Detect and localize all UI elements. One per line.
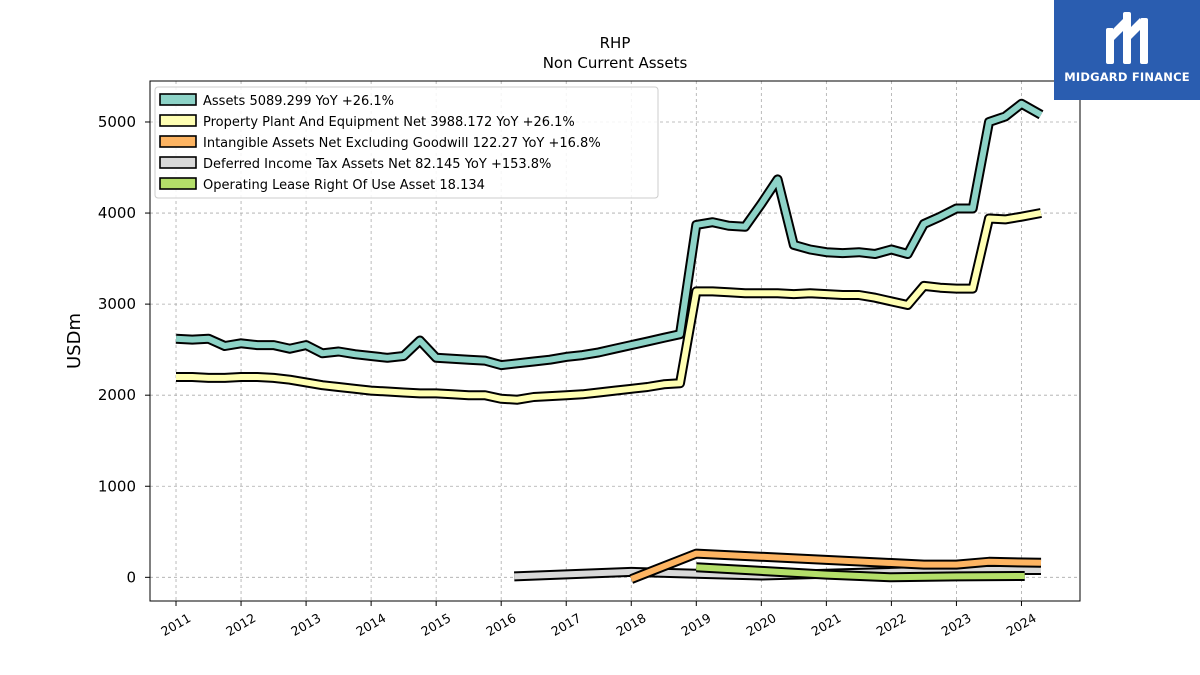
x-tick-label: 2022 — [874, 610, 909, 639]
y-tick-label: 3000 — [98, 295, 136, 313]
x-tick-label: 2015 — [418, 610, 453, 639]
x-tick-label: 2020 — [744, 610, 779, 639]
logo-text: MIDGARD FINANCE — [1064, 70, 1190, 84]
legend-label: Assets 5089.299 YoY +26.1% — [203, 94, 394, 109]
series-group — [175, 98, 1044, 584]
legend-swatch — [159, 135, 197, 148]
series-line-1 — [175, 98, 1044, 371]
x-tick-label: 2023 — [939, 610, 974, 639]
x-tick-label: 2017 — [548, 610, 583, 639]
y-tick-label: 4000 — [98, 204, 136, 222]
x-tick-label: 2011 — [158, 610, 193, 639]
legend-label: Deferred Income Tax Assets Net 82.145 Yo… — [203, 157, 551, 172]
series-line-5 — [696, 562, 1025, 583]
chart-title: RHP — [600, 34, 631, 52]
x-tick-label: 2021 — [809, 610, 844, 639]
legend-swatch — [159, 93, 197, 106]
y-tick-label: 0 — [126, 568, 136, 586]
legend-label: Operating Lease Right Of Use Asset 18.13… — [203, 178, 485, 193]
x-axis: 2011 2012 2013 2014 2015 2016 2017 2018 2019 2020… — [158, 601, 1039, 639]
x-tick-label: 2013 — [288, 610, 323, 639]
x-tick-label: 2019 — [679, 610, 714, 639]
legend-swatch — [159, 114, 197, 127]
y-axis: 0 1000 2000 3000 4000 5000 — [98, 113, 150, 586]
legend-label: Intangible Assets Net Excluding Goodwill… — [203, 136, 601, 151]
x-tick-label: 2018 — [613, 610, 648, 639]
plot-frame — [149, 80, 1081, 602]
legend: Assets 5089.299 YoY +26.1% Property Plant… — [154, 86, 659, 199]
series-line-stroke — [176, 210, 1042, 403]
series-line-stroke — [630, 550, 1042, 582]
legend-swatch — [159, 156, 197, 169]
x-tick-label: 2016 — [483, 610, 518, 639]
y-tick-label: 5000 — [98, 113, 136, 131]
x-tick-label: 2024 — [1004, 610, 1039, 639]
logo-mark-icon — [1106, 12, 1148, 64]
series-line-2 — [176, 208, 1042, 405]
series-line-stroke — [696, 564, 1025, 581]
y-axis-label: USDm — [64, 313, 85, 369]
chart-subtitle: Non Current Assets — [543, 54, 688, 72]
x-tick-label: 2012 — [223, 610, 258, 639]
y-tick-label: 1000 — [98, 477, 136, 495]
series-line-stroke — [175, 100, 1043, 369]
brand-logo: MIDGARD FINANCE — [1054, 0, 1200, 100]
legend-label: Property Plant And Equipment Net 3988.17… — [203, 115, 575, 130]
series-line-3 — [629, 548, 1042, 584]
legend-box — [154, 86, 659, 199]
x-tick-label: 2014 — [353, 610, 388, 639]
y-tick-label: 2000 — [98, 386, 136, 404]
legend-swatch — [159, 177, 197, 190]
